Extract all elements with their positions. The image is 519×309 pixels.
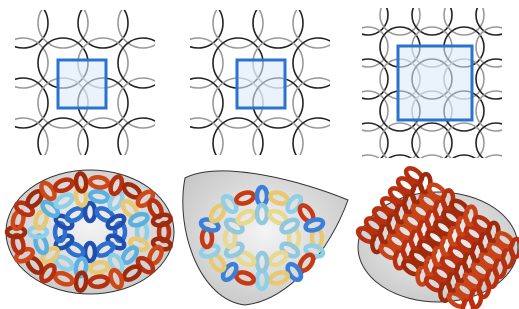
ring xyxy=(293,0,343,48)
ring xyxy=(78,118,128,168)
ring xyxy=(508,91,519,131)
ring xyxy=(348,27,388,67)
ring xyxy=(158,38,208,88)
ring xyxy=(333,78,383,128)
ring xyxy=(213,118,263,168)
ring xyxy=(38,0,88,48)
ring xyxy=(293,38,343,88)
ring xyxy=(158,118,208,168)
ring xyxy=(476,59,516,99)
ring xyxy=(444,123,484,163)
page: (() => { const data = JSON.parse(documen… xyxy=(0,0,519,309)
ring xyxy=(380,0,420,35)
ring xyxy=(476,0,516,35)
ring xyxy=(333,118,383,168)
ring xyxy=(476,155,516,195)
ring xyxy=(173,38,223,88)
ring xyxy=(173,78,223,128)
ring xyxy=(0,0,48,48)
ring xyxy=(173,118,223,168)
ring xyxy=(476,27,516,67)
ring xyxy=(508,155,519,195)
unit-cell xyxy=(58,60,106,108)
unit-cell xyxy=(398,46,472,120)
ring xyxy=(118,118,168,168)
ring xyxy=(158,0,208,48)
ring xyxy=(348,155,388,195)
ring xyxy=(412,123,452,163)
ring xyxy=(348,59,388,99)
ring xyxy=(380,123,420,163)
ring xyxy=(253,118,303,168)
ring xyxy=(508,0,519,35)
ring xyxy=(348,91,388,131)
ring xyxy=(118,38,168,88)
ring xyxy=(0,78,48,128)
ring xyxy=(444,0,484,35)
ring xyxy=(508,59,519,99)
ring xyxy=(38,118,88,168)
ring xyxy=(333,0,383,48)
ring xyxy=(173,0,223,48)
ring xyxy=(348,0,388,35)
ring xyxy=(508,27,519,67)
ring xyxy=(348,123,388,163)
ring xyxy=(412,0,452,35)
ring xyxy=(476,91,516,131)
ring xyxy=(118,78,168,128)
figure xyxy=(0,0,519,309)
ring xyxy=(253,0,303,48)
ring xyxy=(118,0,168,48)
ring xyxy=(333,38,383,88)
ring xyxy=(293,78,343,128)
ring xyxy=(213,0,263,48)
ring xyxy=(158,78,208,128)
ring xyxy=(0,38,48,88)
ring xyxy=(78,0,128,48)
ring xyxy=(0,118,48,168)
ring xyxy=(476,123,516,163)
ring xyxy=(508,123,519,163)
unit-cell xyxy=(237,60,285,108)
ring xyxy=(293,118,343,168)
